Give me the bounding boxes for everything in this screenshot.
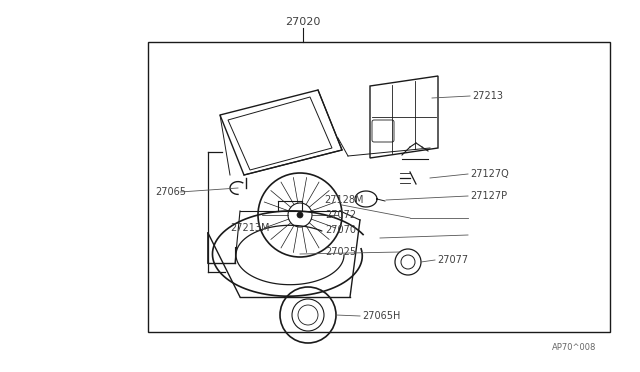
Text: 27065H: 27065H [362, 311, 401, 321]
Text: 27213M: 27213M [230, 223, 269, 233]
Text: 27077: 27077 [437, 255, 468, 265]
Text: 27020: 27020 [285, 17, 321, 27]
Text: 27128M: 27128M [324, 195, 364, 205]
Bar [148, 42, 610, 332]
Text: AP70^008: AP70^008 [552, 343, 596, 353]
Text: 27065: 27065 [155, 187, 186, 197]
Text: 27070: 27070 [325, 225, 356, 235]
Text: 27127P: 27127P [470, 191, 507, 201]
Text: 27213: 27213 [472, 91, 503, 101]
Circle shape [297, 212, 303, 218]
Text: 27127Q: 27127Q [470, 169, 509, 179]
Text: 27025: 27025 [325, 247, 356, 257]
Text: 27072: 27072 [325, 210, 356, 220]
